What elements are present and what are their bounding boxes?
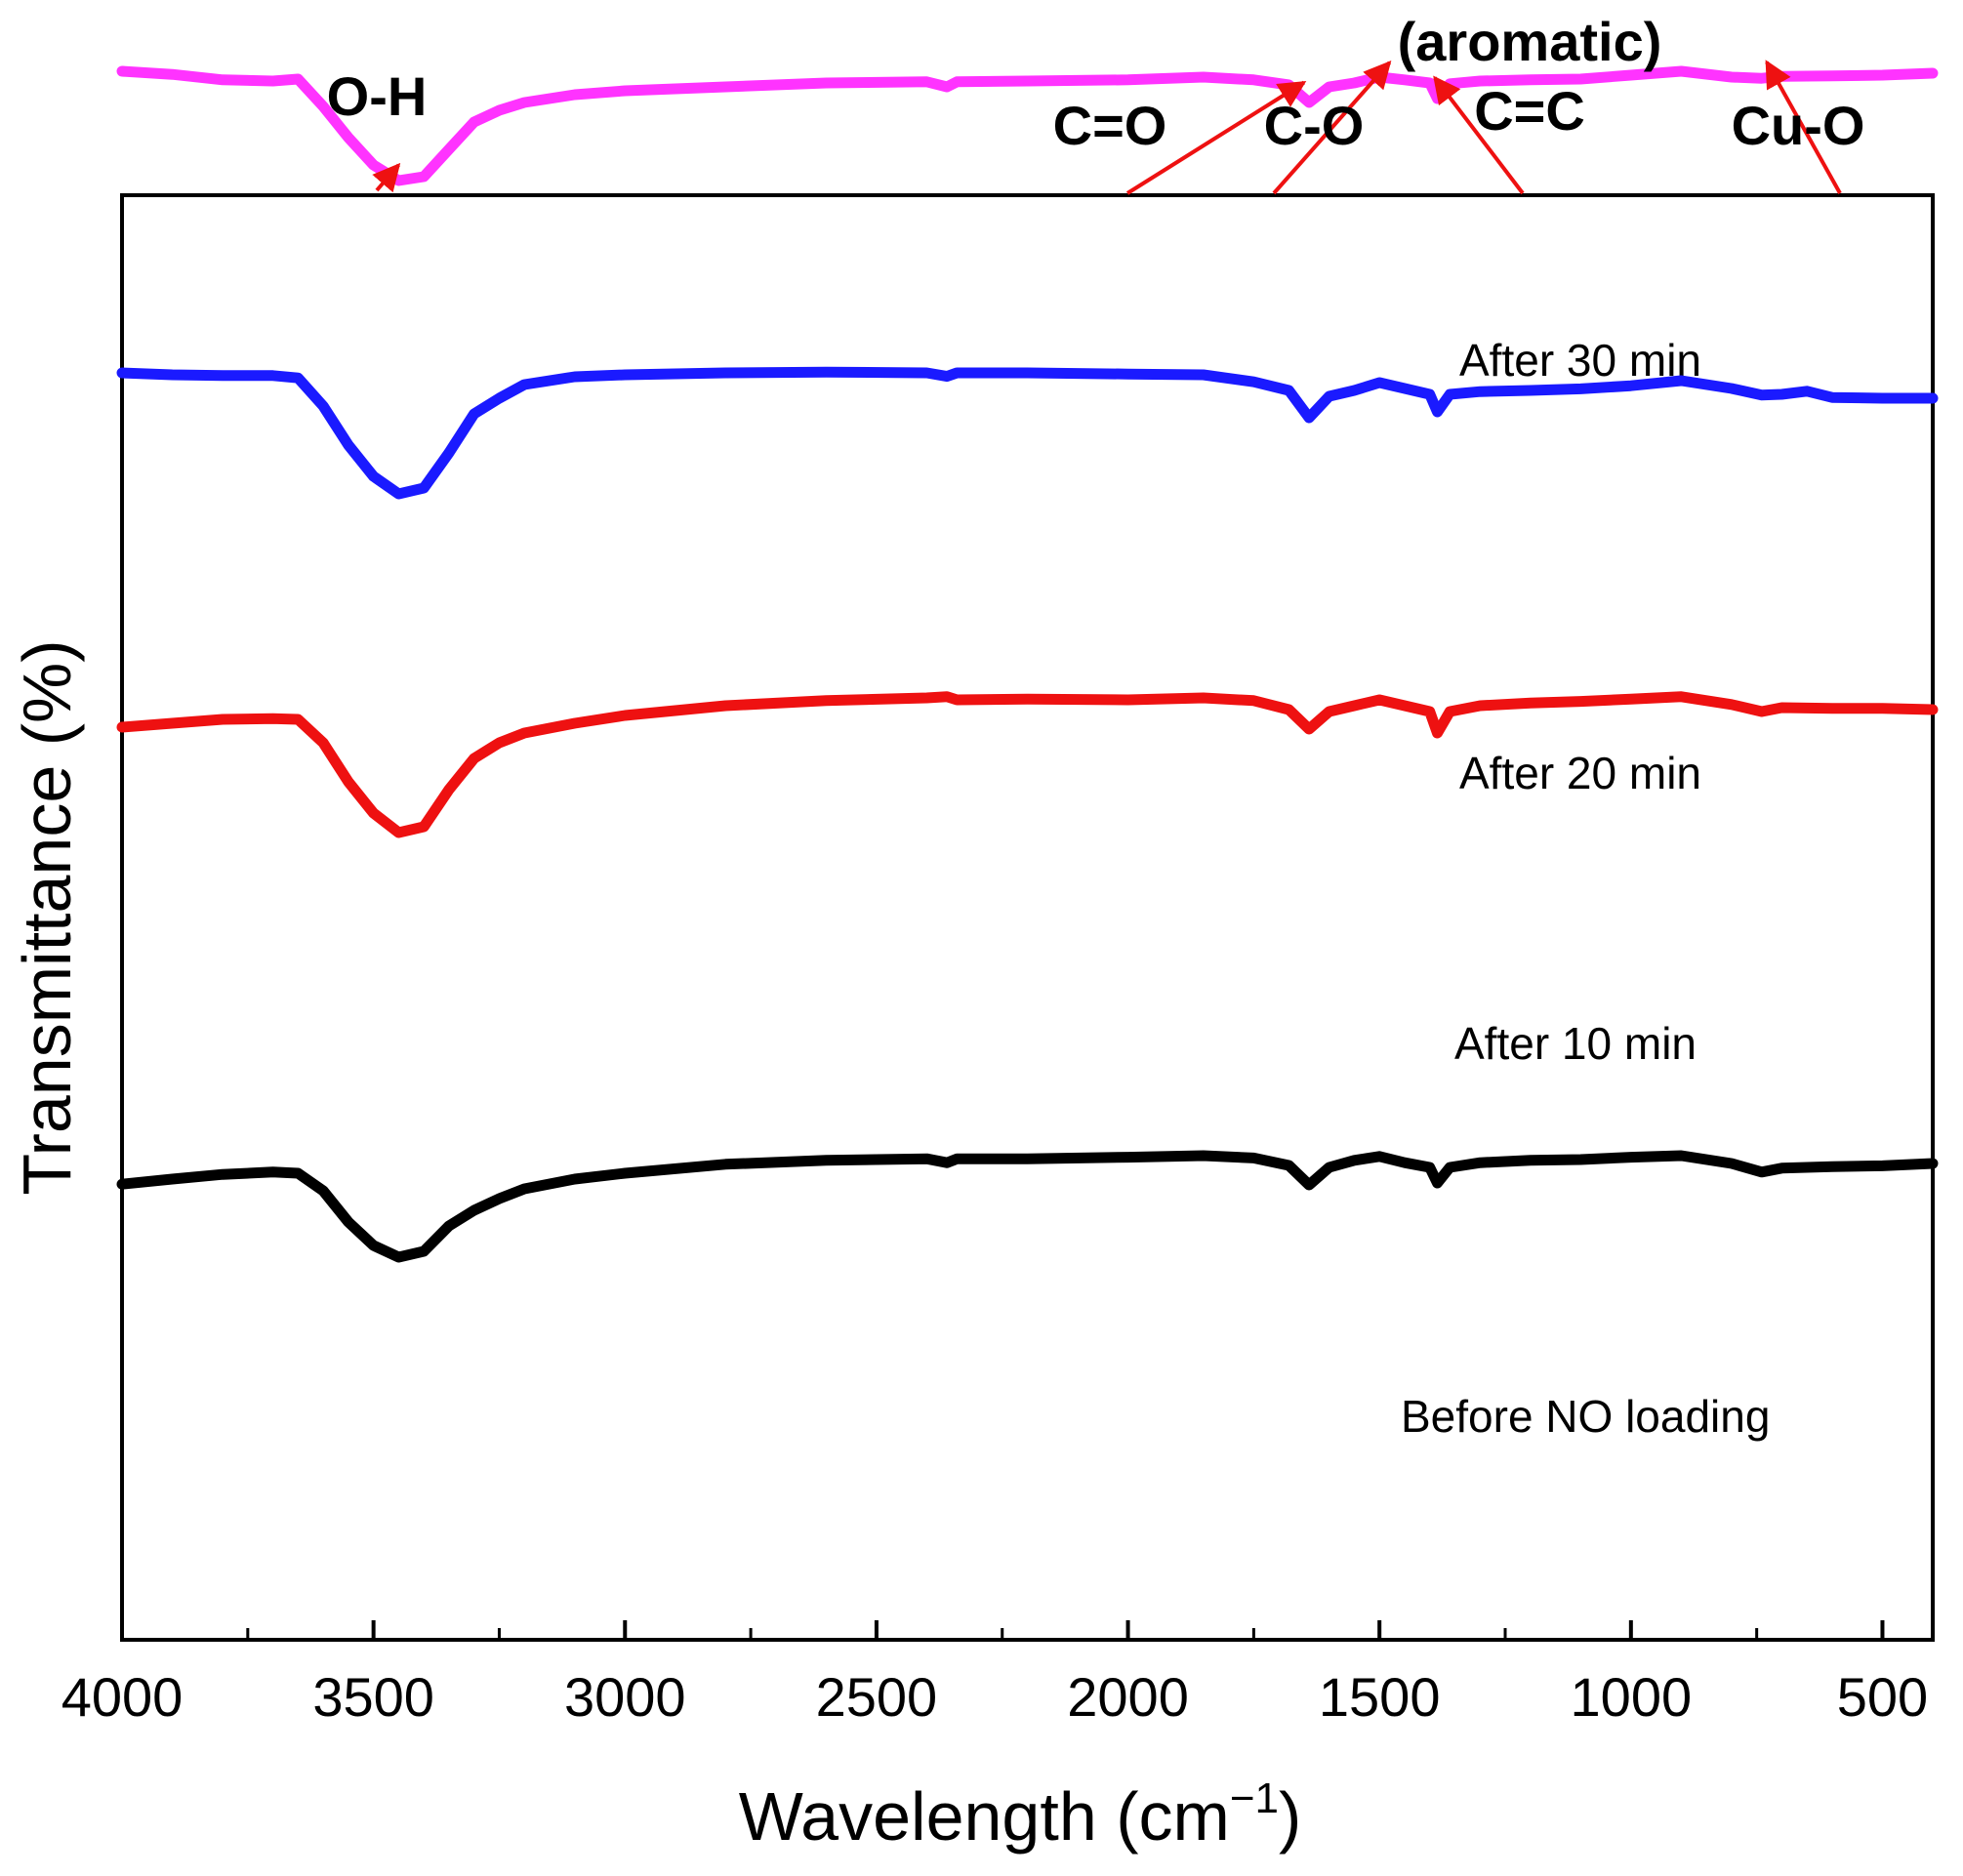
series-line-2 [116,691,1939,838]
annotation-label-4: Cu-O [1732,95,1865,156]
series-line-3 [116,1150,1939,1263]
x-tick-label: 2000 [1067,1666,1189,1728]
annotation-label-0: O-H [327,65,428,127]
series-line-1 [116,366,1939,500]
x-axis-title-superscript: −1 [1230,1774,1279,1822]
x-tick-label: 3500 [312,1666,434,1728]
series-group: After 30 min After 20 min After 10 min Befo… [116,65,1939,1442]
x-tick-label: 2500 [816,1666,938,1728]
series-label-1: After 20 min [1459,748,1701,798]
x-tick-label: 4000 [61,1666,184,1728]
annotation-arrow-3 [1433,75,1525,195]
series-label-3: Before NO loading [1401,1391,1770,1442]
annotation-arrow-4 [1765,60,1842,194]
annotation-label-1: C=O [1053,95,1167,156]
annotation-label-2: C-O [1264,95,1365,156]
annotation-arrow-1 [1125,80,1307,195]
x-axis-ticks: 4000 3500 3000 2500 2000 1500 1000 500 [61,1620,1928,1728]
annotations-group: O-H C=O C-O (aromatic) C=C Cu-O [327,11,1865,195]
x-tick-label: 1500 [1319,1666,1441,1728]
plot-frame [120,193,1935,1642]
annotation-arrow-0 [372,162,401,193]
x-axis-title: Wavelength (cm−1) [739,1774,1302,1855]
x-tick-label: 3000 [564,1666,686,1728]
series-label-2: After 10 min [1454,1018,1697,1069]
x-tick-label: 1000 [1571,1666,1693,1728]
annotation-label-3: C=C [1474,80,1585,142]
annotation-arrow-2 [1272,61,1392,195]
y-axis-title: Transmittance (%) [9,639,85,1195]
series-label-0: After 30 min [1459,335,1701,386]
annotation-label-line1-3: (aromatic) [1398,11,1662,72]
x-tick-label: 500 [1837,1666,1928,1728]
